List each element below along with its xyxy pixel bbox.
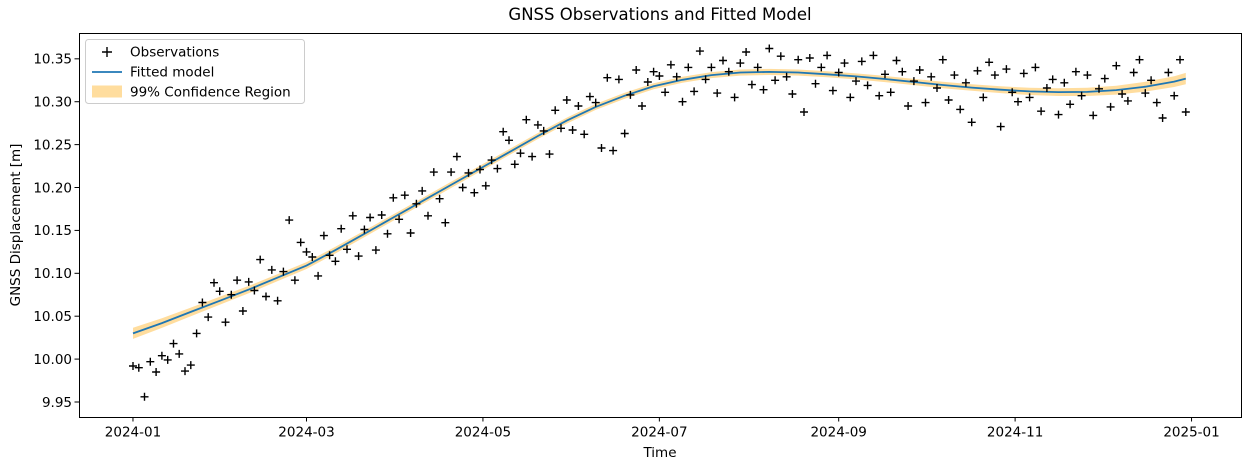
x-tick-label: 2024-07 [631,425,687,441]
x-tick-label: 2024-11 [987,425,1043,441]
x-tick-label: 2025-01 [1163,425,1219,441]
legend-label-line: Fitted model [130,65,214,81]
legend-marker-observations-icon [102,47,112,57]
y-tick-label: 10.20 [33,180,72,196]
legend-patch-confidence-icon [92,85,122,98]
confidence-band [133,68,1186,339]
y-tick-label: 10.00 [33,352,72,368]
y-tick-label: 10.05 [33,309,72,325]
y-axis-title: GNSS Displacement [m] [8,143,24,307]
y-tick-label: 10.30 [33,95,72,111]
legend-label-patch: 99% Confidence Region [130,85,291,101]
y-tick-label: 10.25 [33,137,72,153]
x-axis-title: Time [643,445,677,461]
x-tick-label: 2024-09 [810,425,866,441]
y-tick-label: 9.95 [42,395,72,411]
legend-label-marker: Observations [130,45,219,61]
fitted-line [132,70,1187,335]
observations-markers [129,44,1190,401]
y-tick-label: 10.35 [33,52,72,68]
x-tick-label: 2024-01 [105,425,161,441]
y-tick-label: 10.10 [33,266,72,282]
axes-frame [79,33,1242,418]
x-tick-label: 2024-05 [455,425,511,441]
chart-title: GNSS Observations and Fitted Model [508,5,812,24]
y-tick-label: 10.15 [33,223,72,239]
legend-box [85,39,305,104]
x-tick-label: 2024-03 [278,425,334,441]
